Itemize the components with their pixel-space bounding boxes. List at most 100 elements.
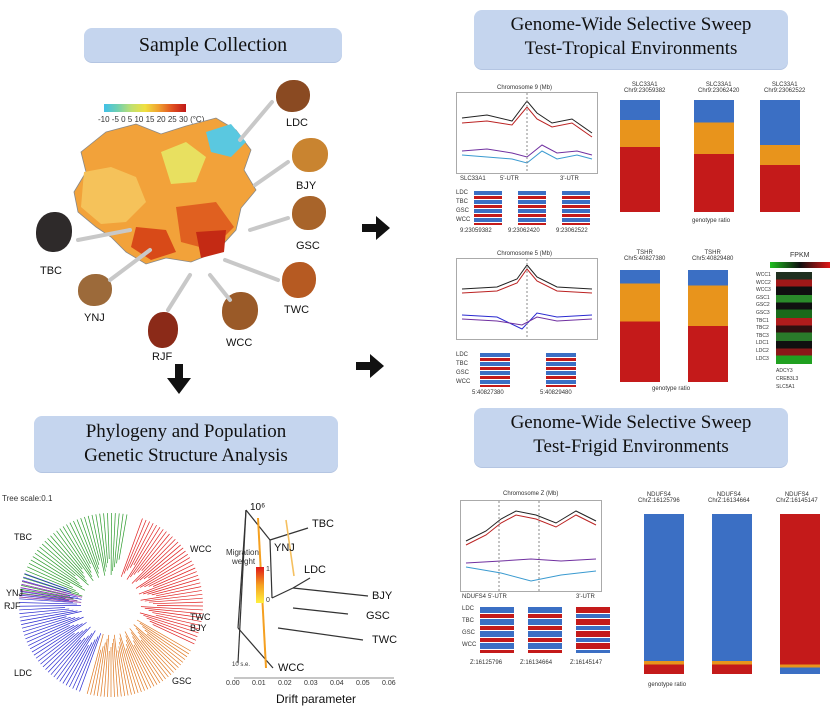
tree-branch [66, 524, 91, 569]
banner-phylogeny: Phylogeny and Population Genetic Structu… [34, 416, 338, 472]
tropical1-xlabel: genotype ratio [692, 218, 731, 224]
tree-branch [140, 590, 202, 601]
fpkm-title: FPKM [790, 252, 810, 259]
tree-branch [90, 649, 102, 695]
tree-branch [65, 644, 89, 686]
frigid-ratio-bar [644, 514, 684, 674]
banner-tropical-line1: Genome-Wide Selective Sweep [510, 14, 752, 35]
tree-branch [138, 571, 197, 595]
tree-branch [47, 626, 91, 673]
tree-branch [62, 630, 96, 684]
tree-branch [42, 630, 84, 668]
treemix-label-wcc: WCC [278, 662, 305, 674]
tropical2-snp: 5:40829480 [540, 390, 572, 396]
tree-branch [23, 577, 83, 597]
tree-branch [117, 650, 126, 697]
tree-branch [40, 631, 80, 665]
tropical2-snp: 5:40827380 [472, 390, 504, 396]
banner-tropical-line2: Test-Tropical Environments [524, 38, 738, 59]
breed-label-bjy: BJY [296, 180, 317, 192]
tree-branch [45, 628, 88, 670]
treemix-se-label: 10 s.e. [232, 662, 251, 668]
frigid-ratio-columns: NDUFS4 ChrZ:16125796 NDUFS4 ChrZ:1613466… [628, 492, 834, 696]
temperature-scale-label: -10 -5 0 5 10 15 20 25 30 (°C) [98, 115, 205, 124]
tree-branch [148, 564, 194, 587]
tree-branch [126, 521, 151, 571]
tree-branch [50, 639, 82, 675]
tree-branch [19, 596, 82, 603]
fpkm-gene: CREB3L3 [776, 376, 799, 382]
tree-branch [125, 639, 149, 690]
tree-branch [152, 601, 203, 605]
tree-branch [27, 566, 73, 588]
tropical1-ratio-bar [694, 100, 734, 212]
chicken-ynj-image [78, 274, 112, 306]
frigid-xlabel: genotype ratio [648, 682, 687, 688]
tree-branch [19, 609, 74, 618]
treemix-label-bjy: BJY [372, 590, 393, 602]
migration-tick-0: 0 [266, 597, 270, 604]
tree-branch [99, 513, 107, 568]
tropical1-gene: SLC33A1 [460, 176, 486, 182]
tree-branch [84, 516, 100, 565]
tree-branch [53, 637, 86, 678]
banner-sample-collection-text: Sample Collection [138, 34, 288, 56]
tree-branch [139, 622, 190, 655]
tree-branch [155, 614, 201, 626]
tree-branch [144, 629, 186, 660]
tree-branch [36, 549, 78, 581]
tree-branch [132, 636, 164, 682]
fpkm-row: LDC2 [756, 348, 769, 354]
tree-branch [20, 610, 78, 622]
tropical1-snp: 9:23059382 [460, 228, 492, 234]
frigid-snp: Z:16134664 [520, 660, 553, 666]
tree-branch [35, 622, 87, 659]
tree-branch [119, 641, 132, 695]
treemix-label-twc: TWC [372, 634, 398, 646]
breed-label-ynj: YNJ [84, 312, 105, 324]
tree-branch [114, 513, 120, 568]
tree-branch [148, 609, 203, 619]
tree-branch [103, 513, 108, 564]
tree-branch [69, 522, 91, 565]
tropical2-bar-group [480, 353, 510, 387]
banner-phylogeny-line2: Genetic Structure Analysis [84, 445, 288, 466]
tree-branch [103, 634, 110, 697]
frigid-pop-gsc: GSC [462, 630, 476, 636]
tree-branch [125, 648, 142, 692]
tropical2-fst-curves [461, 259, 593, 339]
tree-branch [149, 620, 197, 641]
tree-branch [76, 519, 99, 574]
tropical1-bar-group [518, 191, 546, 225]
arrow-right-to-frigid-head [370, 354, 384, 378]
tree-branch [113, 638, 119, 697]
tropical2-ratio-title: TSHR Chr5:40827380 [624, 250, 666, 262]
tropical1-snp: 9:23062522 [556, 228, 588, 234]
migration-label-line1: Migration [226, 548, 259, 557]
tree-branch [130, 632, 166, 680]
tree-branch [20, 588, 74, 599]
tree-branch [87, 515, 100, 561]
migration-label-line2: weight [232, 557, 256, 566]
tree-branch [19, 598, 74, 603]
tree-branch [141, 536, 173, 572]
tree-branch [130, 529, 164, 578]
fpkm-row: WCC3 [756, 287, 771, 294]
tree-branch [59, 633, 93, 682]
circular-phylogeny-tree [19, 512, 203, 697]
tree-branch [25, 570, 76, 592]
tree-branch [118, 514, 128, 560]
banner-frigid-line2: Test-Frigid Environments [533, 436, 729, 457]
tree-branch [47, 538, 86, 578]
tree-branch [19, 591, 66, 599]
chicken-bjy-image [292, 138, 328, 172]
tree-branch [143, 547, 184, 580]
tropical1-bar-group [562, 191, 590, 225]
tropical1-ratio-title: SLC33A1 Chr9:23062522 [764, 82, 806, 94]
tree-branch [119, 637, 136, 694]
fpkm-row: LDC3 [756, 355, 769, 362]
tree-branch [20, 590, 74, 600]
tree-branch [151, 582, 201, 596]
tree-branch [133, 644, 158, 685]
tree-branch [26, 616, 84, 643]
